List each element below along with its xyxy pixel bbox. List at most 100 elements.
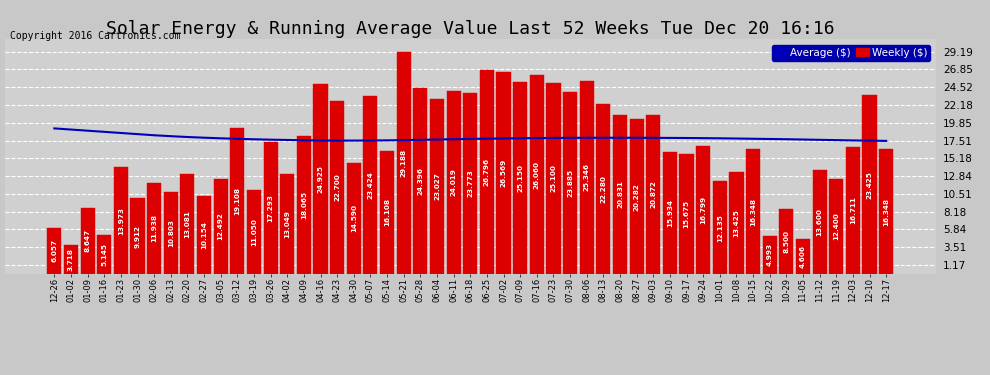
Bar — [80, 208, 95, 274]
Bar — [380, 151, 394, 274]
Bar — [513, 82, 528, 274]
Text: 26.796: 26.796 — [484, 158, 490, 186]
Bar — [163, 192, 178, 274]
Bar — [297, 136, 311, 274]
Bar — [663, 153, 677, 274]
Text: 17.293: 17.293 — [267, 194, 273, 222]
Bar — [746, 149, 760, 274]
Bar — [579, 81, 594, 274]
Text: 23.424: 23.424 — [367, 171, 373, 198]
Bar — [596, 104, 611, 274]
Text: 5.145: 5.145 — [101, 243, 107, 266]
Bar — [862, 96, 876, 274]
Text: 13.600: 13.600 — [817, 208, 823, 236]
Text: 9.912: 9.912 — [135, 225, 141, 248]
Text: 29.188: 29.188 — [401, 148, 407, 177]
Text: 14.590: 14.590 — [350, 204, 356, 232]
Text: 11.050: 11.050 — [251, 218, 257, 246]
Text: 10.154: 10.154 — [201, 221, 207, 249]
Bar — [330, 101, 345, 274]
Text: 10.803: 10.803 — [167, 219, 174, 247]
Bar — [247, 190, 261, 274]
Bar — [845, 147, 860, 274]
Bar — [679, 154, 694, 274]
Bar — [630, 119, 644, 274]
Bar — [530, 75, 544, 274]
Bar — [64, 246, 78, 274]
Text: 4.606: 4.606 — [800, 245, 806, 268]
Text: 16.108: 16.108 — [384, 198, 390, 226]
Text: 16.348: 16.348 — [883, 198, 889, 225]
Text: 24.019: 24.019 — [450, 168, 456, 196]
Text: 24.396: 24.396 — [418, 167, 424, 195]
Title: Solar Energy & Running Average Value Last 52 Weeks Tue Dec 20 16:16: Solar Energy & Running Average Value Las… — [106, 20, 835, 38]
Text: 25.100: 25.100 — [550, 164, 556, 192]
Bar — [346, 163, 361, 274]
Text: 25.150: 25.150 — [517, 164, 523, 192]
Bar — [646, 115, 660, 274]
Bar — [762, 236, 777, 274]
Text: 26.569: 26.569 — [501, 159, 507, 187]
Bar — [779, 209, 793, 274]
Text: 13.425: 13.425 — [734, 209, 740, 237]
Bar — [114, 167, 128, 274]
Text: 12.135: 12.135 — [717, 214, 723, 242]
Bar — [214, 179, 228, 274]
Text: 20.831: 20.831 — [617, 180, 623, 209]
Bar — [696, 146, 710, 274]
Text: 12.492: 12.492 — [218, 212, 224, 240]
Bar — [97, 235, 111, 274]
Bar — [546, 83, 560, 274]
Text: 25.346: 25.346 — [584, 164, 590, 191]
Text: 13.049: 13.049 — [284, 210, 290, 238]
Text: 22.280: 22.280 — [600, 175, 606, 203]
Text: 23.773: 23.773 — [467, 170, 473, 197]
Text: 8.647: 8.647 — [84, 230, 91, 252]
Bar — [180, 174, 194, 274]
Bar — [363, 96, 377, 274]
Text: 22.700: 22.700 — [335, 174, 341, 201]
Text: 3.718: 3.718 — [68, 248, 74, 271]
Text: 16.799: 16.799 — [700, 196, 706, 224]
Text: 13.973: 13.973 — [118, 207, 124, 234]
Bar — [413, 88, 428, 274]
Bar — [796, 239, 810, 274]
Bar — [730, 172, 743, 274]
Bar — [813, 170, 827, 274]
Text: 15.934: 15.934 — [667, 199, 673, 227]
Text: 16.711: 16.711 — [849, 196, 856, 224]
Bar — [463, 93, 477, 274]
Text: 16.348: 16.348 — [750, 198, 756, 225]
Bar — [197, 196, 211, 274]
Bar — [480, 70, 494, 274]
Text: 11.938: 11.938 — [151, 214, 157, 242]
Text: 20.282: 20.282 — [634, 183, 640, 210]
Text: 18.065: 18.065 — [301, 191, 307, 219]
Text: Copyright 2016 Cartronics.com: Copyright 2016 Cartronics.com — [10, 32, 180, 41]
Text: 19.108: 19.108 — [235, 187, 241, 215]
Bar — [280, 174, 294, 274]
Text: 20.872: 20.872 — [650, 180, 656, 208]
Legend: Average ($), Weekly ($): Average ($), Weekly ($) — [771, 45, 931, 61]
Text: 15.675: 15.675 — [683, 200, 689, 228]
Bar — [397, 52, 411, 274]
Text: 8.500: 8.500 — [783, 230, 789, 253]
Bar — [231, 128, 245, 274]
Text: 23.425: 23.425 — [866, 171, 872, 198]
Text: 6.057: 6.057 — [51, 239, 57, 262]
Bar — [713, 182, 727, 274]
Bar — [496, 72, 511, 274]
Bar — [879, 149, 893, 274]
Text: 4.993: 4.993 — [766, 243, 773, 266]
Bar — [131, 198, 145, 274]
Bar — [430, 99, 445, 274]
Bar — [148, 183, 161, 274]
Text: 12.400: 12.400 — [834, 213, 840, 240]
Bar — [830, 179, 843, 274]
Text: 24.925: 24.925 — [318, 165, 324, 193]
Bar — [446, 91, 460, 274]
Text: 23.885: 23.885 — [567, 169, 573, 197]
Bar — [563, 92, 577, 274]
Text: 13.081: 13.081 — [184, 210, 190, 238]
Bar — [314, 84, 328, 274]
